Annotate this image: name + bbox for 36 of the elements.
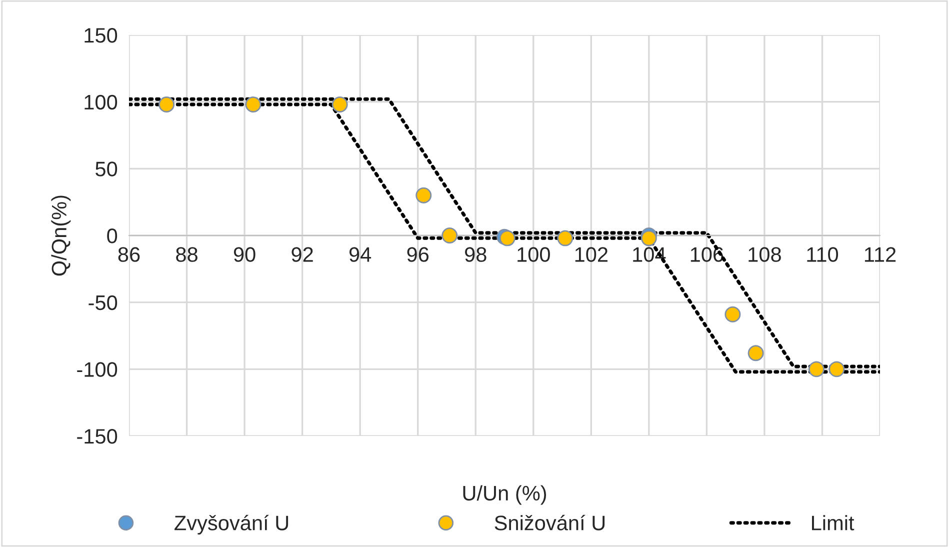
x-tick-label: 88 — [176, 247, 198, 262]
x-tick-label: 110 — [807, 247, 838, 262]
point — [557, 230, 574, 246]
y-tick-label: -100 — [77, 362, 118, 377]
x-tick-label: 90 — [234, 247, 256, 262]
y-tick-label: 100 — [84, 94, 118, 110]
x-tick-label: 112 — [864, 247, 896, 262]
x-tick-label: 96 — [407, 247, 429, 262]
x-tick-label: 92 — [292, 247, 313, 262]
point — [828, 361, 845, 378]
y-tick-label: 150 — [84, 28, 118, 43]
y-tick-label: 0 — [107, 228, 118, 244]
y-axis-title: Q/Qn(%) — [51, 196, 71, 276]
point — [416, 187, 432, 204]
legend-label: Limit — [812, 515, 854, 530]
point — [808, 361, 824, 378]
legend-label: Snižování U — [494, 514, 605, 530]
point — [724, 306, 741, 322]
y-tick-label: -150 — [77, 429, 118, 444]
x-tick-label: 100 — [518, 247, 550, 262]
y-tick-label: 50 — [96, 162, 118, 176]
point — [158, 96, 175, 112]
x-axis-title: U/Un (%) — [463, 485, 546, 505]
point — [499, 230, 516, 246]
point — [245, 96, 262, 112]
x-tick-label: 98 — [465, 247, 486, 262]
x-tick-label: 102 — [575, 247, 608, 262]
point — [748, 345, 764, 362]
x-tick-label: 86 — [118, 247, 140, 262]
point — [442, 228, 458, 244]
x-tick-label: 108 — [748, 247, 781, 262]
x-tick-label: 94 — [349, 247, 372, 262]
point — [640, 230, 657, 246]
point — [332, 96, 348, 112]
y-tick-label: -50 — [88, 295, 118, 310]
legend-label: Zvyšování U — [174, 514, 288, 534]
